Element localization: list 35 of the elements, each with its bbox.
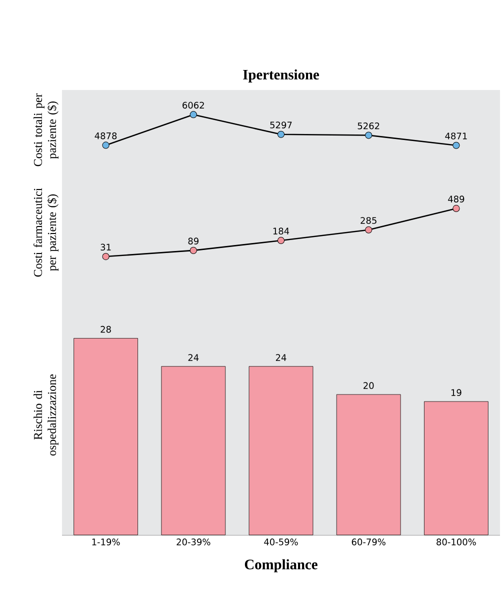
x-tick-label: 20-39%	[176, 538, 210, 546]
point	[365, 132, 372, 139]
data-label: 20	[364, 382, 374, 389]
data-label: 285	[360, 217, 376, 224]
x-axis-title: Compliance	[244, 559, 318, 572]
data-label: 184	[273, 228, 290, 234]
data-label: 31	[100, 244, 111, 251]
point	[102, 252, 110, 260]
data-label: 89	[188, 238, 198, 244]
y-axis-title: Rischio di ospedalizzazione	[34, 374, 58, 456]
y-axis-title: Costi totali per paziente ($)	[34, 93, 58, 166]
data-label: 4878	[94, 132, 117, 140]
y-axis-title: Costi farmaceutici per paziente ($)	[33, 188, 58, 277]
data-label: 5262	[358, 122, 380, 130]
chart-title: Ipertensione	[243, 69, 320, 82]
point	[452, 204, 460, 212]
point	[277, 236, 285, 244]
data-label: 489	[448, 196, 464, 202]
data-label: 4871	[445, 132, 467, 140]
x-tick-label: 80-100%	[436, 538, 476, 546]
point	[452, 142, 460, 149]
point	[190, 111, 197, 118]
point	[365, 226, 372, 234]
point	[190, 246, 197, 254]
point	[102, 142, 110, 149]
data-label: 19	[451, 389, 462, 396]
data-label: 6062	[182, 102, 204, 109]
x-tick-label: 1-19%	[92, 538, 120, 546]
x-tick-label: 60-79%	[352, 538, 386, 546]
data-label: 24	[276, 354, 286, 361]
data-label: 5297	[270, 122, 292, 128]
data-label: 24	[188, 354, 199, 361]
data-label: 28	[100, 326, 111, 333]
point	[277, 130, 285, 138]
x-tick-label: 40-59%	[264, 538, 298, 546]
